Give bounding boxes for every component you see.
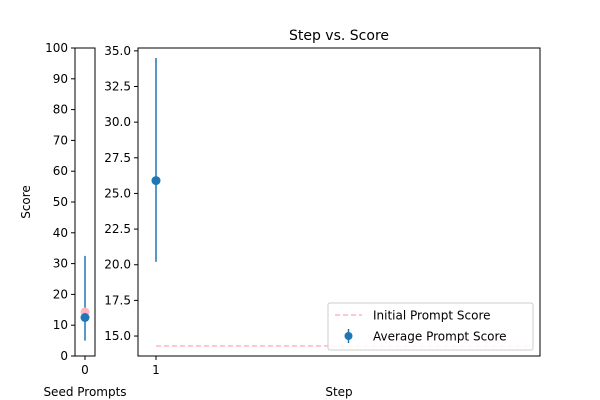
- seed-y-axis-label: Score: [19, 185, 33, 219]
- step-y-tick-label: 22.5: [104, 222, 131, 236]
- chart-title: Step vs. Score: [289, 28, 389, 44]
- legend-initial-label: Initial Prompt Score: [373, 309, 491, 323]
- seed-y-axis: 0 10 20 30 40 50 60 70 80 90 100: [45, 41, 75, 363]
- step-y-tick-label: 17.5: [104, 293, 131, 307]
- legend: Initial Prompt Score Average Prompt Scor…: [327, 302, 534, 351]
- seed-y-tick-label: 60: [53, 164, 68, 178]
- seed-plot-frame: [74, 47, 96, 357]
- step-x-tick-label: 1: [152, 363, 160, 377]
- seed-x-axis-label: Seed Prompts: [43, 385, 126, 399]
- seed-average-point: [80, 313, 90, 322]
- step-y-tick-label: 25.0: [104, 186, 131, 200]
- average-prompt-score-point: [151, 176, 161, 186]
- seed-y-tick-label: 50: [53, 195, 68, 209]
- step-y-tick-label: 20.0: [104, 258, 131, 272]
- step-y-tick-label: 32.5: [104, 80, 131, 94]
- seed-y-tick-label: 30: [53, 257, 68, 271]
- seed-prompts-panel: 0 10 20 30 40 50 60 70 80 90 100 0 Score Seed Prom…: [19, 41, 127, 399]
- seed-y-tick-label: 0: [60, 349, 68, 363]
- seed-y-tick-label: 90: [53, 72, 68, 86]
- legend-box: [327, 302, 534, 351]
- seed-y-tick-label: 40: [53, 226, 68, 240]
- step-x-axis-label: Step: [325, 385, 352, 399]
- step-x-axis: 1: [152, 356, 160, 377]
- seed-y-tick-label: 20: [53, 287, 68, 301]
- seed-y-tick-label: 10: [53, 318, 68, 332]
- step-y-tick-label: 27.5: [104, 151, 131, 165]
- seed-x-tick-label: 0: [81, 363, 89, 377]
- step-plot-frame: [137, 47, 541, 357]
- seed-y-tick-label: 80: [53, 103, 68, 117]
- step-y-tick-label: 30.0: [104, 115, 131, 129]
- step-y-tick-label: 15.0: [104, 329, 131, 343]
- step-y-axis: 15.0 17.5 20.0 22.5 25.0 27.5 30.0 32.5 35.0: [104, 44, 138, 343]
- seed-y-tick-label: 70: [53, 133, 68, 147]
- legend-average-marker: [344, 332, 353, 340]
- step-y-tick-label: 35.0: [104, 44, 131, 58]
- seed-y-tick-label: 100: [45, 41, 68, 55]
- seed-marks: [80, 255, 90, 341]
- step-panel: 15.0 17.5 20.0 22.5 25.0 27.5 30.0 32.5 35.0 1 S…: [104, 28, 541, 399]
- legend-average-label: Average Prompt Score: [373, 330, 507, 344]
- seed-x-axis: 0: [81, 356, 89, 377]
